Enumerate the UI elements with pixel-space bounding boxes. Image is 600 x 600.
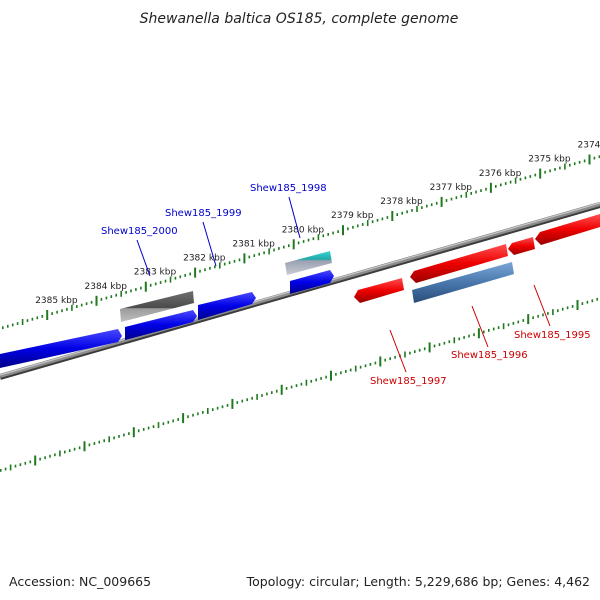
reverse-strand-features <box>354 214 600 303</box>
cyan-feature[interactable] <box>285 251 332 275</box>
tick-label-2377-kbp: 2377 kbp <box>430 183 473 193</box>
forward-gene-block-left[interactable] <box>0 329 122 368</box>
tick-label-2384-kbp: 2384 kbp <box>85 282 128 292</box>
shew185-1997-feature[interactable] <box>354 278 404 303</box>
gene-label-shew185-1995[interactable]: Shew185_1995 <box>514 330 591 341</box>
tick-label-2381-kbp: 2381 kbp <box>232 239 275 249</box>
steel-blue-feature[interactable] <box>412 262 514 303</box>
inner-tick-ring <box>0 297 599 472</box>
tick-label-2378-kbp: 2378 kbp <box>380 197 423 207</box>
gray-feature[interactable] <box>120 291 194 322</box>
shew185-1995-feature-b[interactable] <box>535 214 600 245</box>
accession-text: Accession: NC_009665 <box>9 574 151 589</box>
shew185-1996-red-feature[interactable] <box>410 244 508 283</box>
tick-label-2385-kbp: 2385 kbp <box>35 296 78 306</box>
map-title: Shewanella baltica OS185, complete genom… <box>140 11 459 27</box>
tick-label-2380-kbp: 2380 kbp <box>282 225 325 235</box>
gene-label-shew185-1996[interactable]: Shew185_1996 <box>451 350 528 361</box>
gene-label-leaders <box>136 196 551 373</box>
shew185-2000-feature[interactable] <box>125 310 197 340</box>
gene-label-shew185-1997[interactable]: Shew185_1997 <box>370 376 447 387</box>
shew185-1995-feature-a[interactable] <box>508 237 535 255</box>
gene-label-shew185-2000[interactable]: Shew185_2000 <box>101 226 178 237</box>
outer-tick-ring <box>1 154 600 330</box>
gene-label-shew185-1998[interactable]: Shew185_1998 <box>250 183 327 194</box>
tick-label-2376-kbp: 2376 kbp <box>479 169 522 179</box>
shew185-1999-feature[interactable] <box>198 292 256 320</box>
tick-label-2375-kbp: 2375 kbp <box>528 155 571 165</box>
tick-labels: 2374 kbp 2375 kbp 2376 kbp 2377 kbp 2378 kbp… <box>35 141 600 307</box>
genome-summary-text: Topology: circular; Length: 5,229,686 bp… <box>246 574 590 589</box>
tick-label-2382-kbp: 2382 kbp <box>183 254 226 264</box>
tick-label-2374-kbp: 2374 kbp <box>578 141 600 151</box>
gene-labels: Shew185_2000 Shew185_1999 Shew185_1998 S… <box>101 183 591 387</box>
forward-strand-features <box>0 270 334 368</box>
gene-label-shew185-1999[interactable]: Shew185_1999 <box>165 208 242 219</box>
shew185-1998-feature[interactable] <box>290 270 334 294</box>
tick-label-2379-kbp: 2379 kbp <box>331 211 374 221</box>
tick-label-2383-kbp: 2383 kbp <box>134 268 177 278</box>
